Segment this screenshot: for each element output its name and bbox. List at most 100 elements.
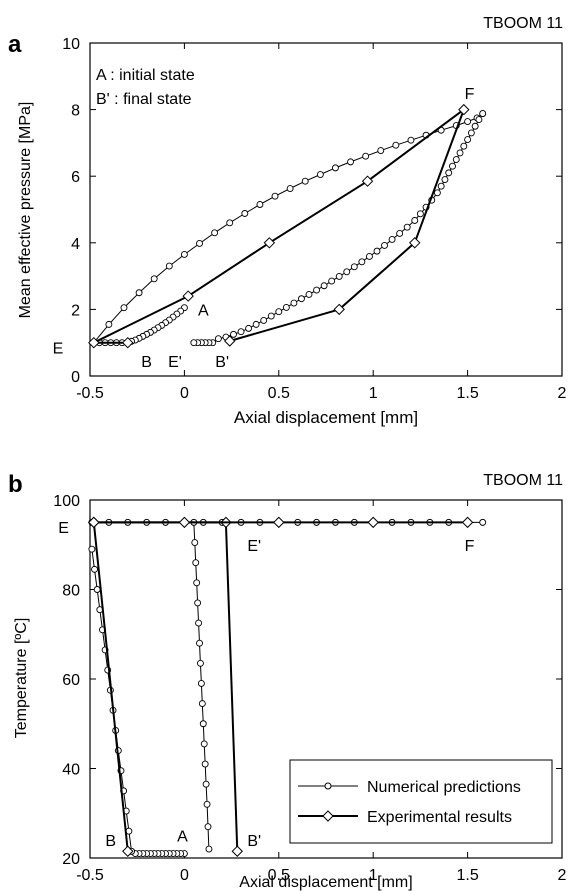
numerical-point-b	[201, 760, 209, 768]
numerical-point-a	[358, 258, 366, 266]
x-tick-label-a: 0	[180, 385, 189, 402]
x-tick-label-b: 2	[558, 867, 567, 884]
numerical-point-a	[479, 110, 487, 118]
y-tick-label-a: 2	[71, 302, 80, 319]
experimental-point-a	[409, 237, 421, 249]
point-label-a: E	[53, 341, 64, 358]
legend-label-numerical: Numerical predictions	[367, 779, 521, 796]
experimental-point-a	[88, 336, 100, 349]
numerical-point-a	[260, 316, 268, 324]
numerical-point-a	[467, 129, 475, 137]
legend: Numerical predictions Experimental resul…	[289, 759, 553, 844]
numerical-point-a	[150, 275, 158, 283]
plot-area-b: E E' F A B B'	[58, 516, 487, 857]
numerical-point-a	[316, 171, 324, 178]
experimental-point-a	[263, 237, 276, 249]
numerical-point-a	[301, 177, 309, 185]
point-label-a: B	[141, 354, 152, 371]
numerical-point-a	[396, 230, 404, 237]
x-tick-label-a: -0.5	[76, 385, 104, 402]
y-tick-label-b: 20	[62, 851, 80, 868]
numerical-point-b	[91, 565, 98, 573]
experimental-line-b	[92, 521, 239, 852]
numerical-point-a	[407, 136, 415, 144]
y-axis-label-b: Temperature [ºC]	[13, 618, 30, 739]
numerical-point-b	[199, 720, 207, 728]
point-label-b: B'	[247, 833, 261, 850]
numerical-point-a	[388, 236, 396, 243]
numerical-point-a	[449, 162, 456, 170]
numerical-point-a	[464, 118, 472, 126]
numerical-point-b	[88, 545, 96, 553]
plot-frame-a	[89, 42, 563, 377]
point-label-b: E	[58, 520, 69, 537]
point-label-a: B'	[215, 354, 229, 371]
numerical-point-a	[256, 201, 264, 208]
numerical-point-a	[230, 330, 237, 338]
numerical-point-a	[347, 158, 354, 166]
note-final-state: B' : final state	[96, 91, 192, 108]
numerical-point-a	[180, 251, 188, 258]
numerical-point-a	[305, 290, 313, 298]
numerical-point-b	[197, 680, 205, 687]
numerical-point-a	[403, 223, 411, 231]
numerical-point-a	[226, 219, 234, 227]
experimental-point-b	[88, 516, 100, 529]
numerical-point-a	[105, 320, 113, 328]
y-tick-label-b: 40	[62, 762, 80, 779]
numerical-point-b	[198, 700, 206, 708]
numerical-point-a	[433, 189, 441, 197]
experimental-point-a	[182, 290, 194, 302]
numerical-point-a	[362, 152, 370, 160]
numerical-point-a	[320, 282, 328, 290]
numerical-point-a	[377, 147, 385, 155]
numerical-point-a	[335, 272, 343, 280]
legend-marker-circle	[324, 782, 332, 790]
numerical-point-a	[373, 247, 381, 255]
numerical-point-a	[298, 295, 305, 303]
numerical-point-b	[203, 800, 211, 808]
y-tick-label-a: 0	[71, 369, 80, 386]
panel-letter-b: b	[8, 471, 23, 498]
experimental-point-a	[333, 303, 345, 316]
x-axis-label-a: Axial displacement [mm]	[234, 408, 418, 427]
experimental-point-b	[461, 516, 474, 529]
y-tick-label-a: 6	[71, 169, 80, 186]
y-tick-label-a: 8	[71, 103, 80, 120]
y-tick-label-a: 4	[71, 236, 80, 253]
numerical-point-a	[381, 242, 388, 249]
x-tick-label-b: 0.5	[268, 867, 290, 884]
numerical-point-b	[202, 780, 210, 788]
numerical-point-a	[286, 185, 294, 192]
experimental-point-a	[122, 336, 134, 349]
y-tick-label-b: 80	[62, 583, 80, 600]
numerical-point-a	[471, 122, 479, 130]
experimental-point-b	[231, 845, 243, 857]
point-label-a: A	[198, 302, 209, 319]
numerical-point-b	[479, 518, 487, 526]
numerical-point-a	[252, 320, 260, 328]
numerical-point-a	[267, 312, 275, 320]
numerical-point-a	[441, 176, 449, 183]
numerical-point-a	[196, 240, 203, 247]
numerical-point-a	[211, 229, 219, 237]
point-label-a: F	[465, 86, 475, 103]
numerical-point-b	[192, 559, 200, 567]
experimental-point-a	[224, 335, 236, 347]
y-tick-label-b: 60	[62, 672, 80, 689]
numerical-point-a	[437, 182, 445, 190]
numerical-point-a	[328, 277, 336, 285]
numerical-point-a	[331, 164, 339, 172]
numerical-point-b	[196, 659, 204, 667]
numerical-point-a	[190, 339, 198, 347]
panel-b-title: TBOOM 11	[483, 472, 563, 489]
numerical-point-b	[204, 823, 212, 831]
x-tick-label-b: 1	[369, 867, 378, 884]
legend-marker-diamond	[322, 810, 334, 822]
numerical-point-b	[205, 845, 213, 853]
experimental-point-b	[367, 516, 379, 529]
numerical-point-a	[460, 142, 468, 150]
plot-area-a: A E B E' B' F	[53, 86, 487, 371]
point-label-a: E'	[168, 354, 182, 371]
